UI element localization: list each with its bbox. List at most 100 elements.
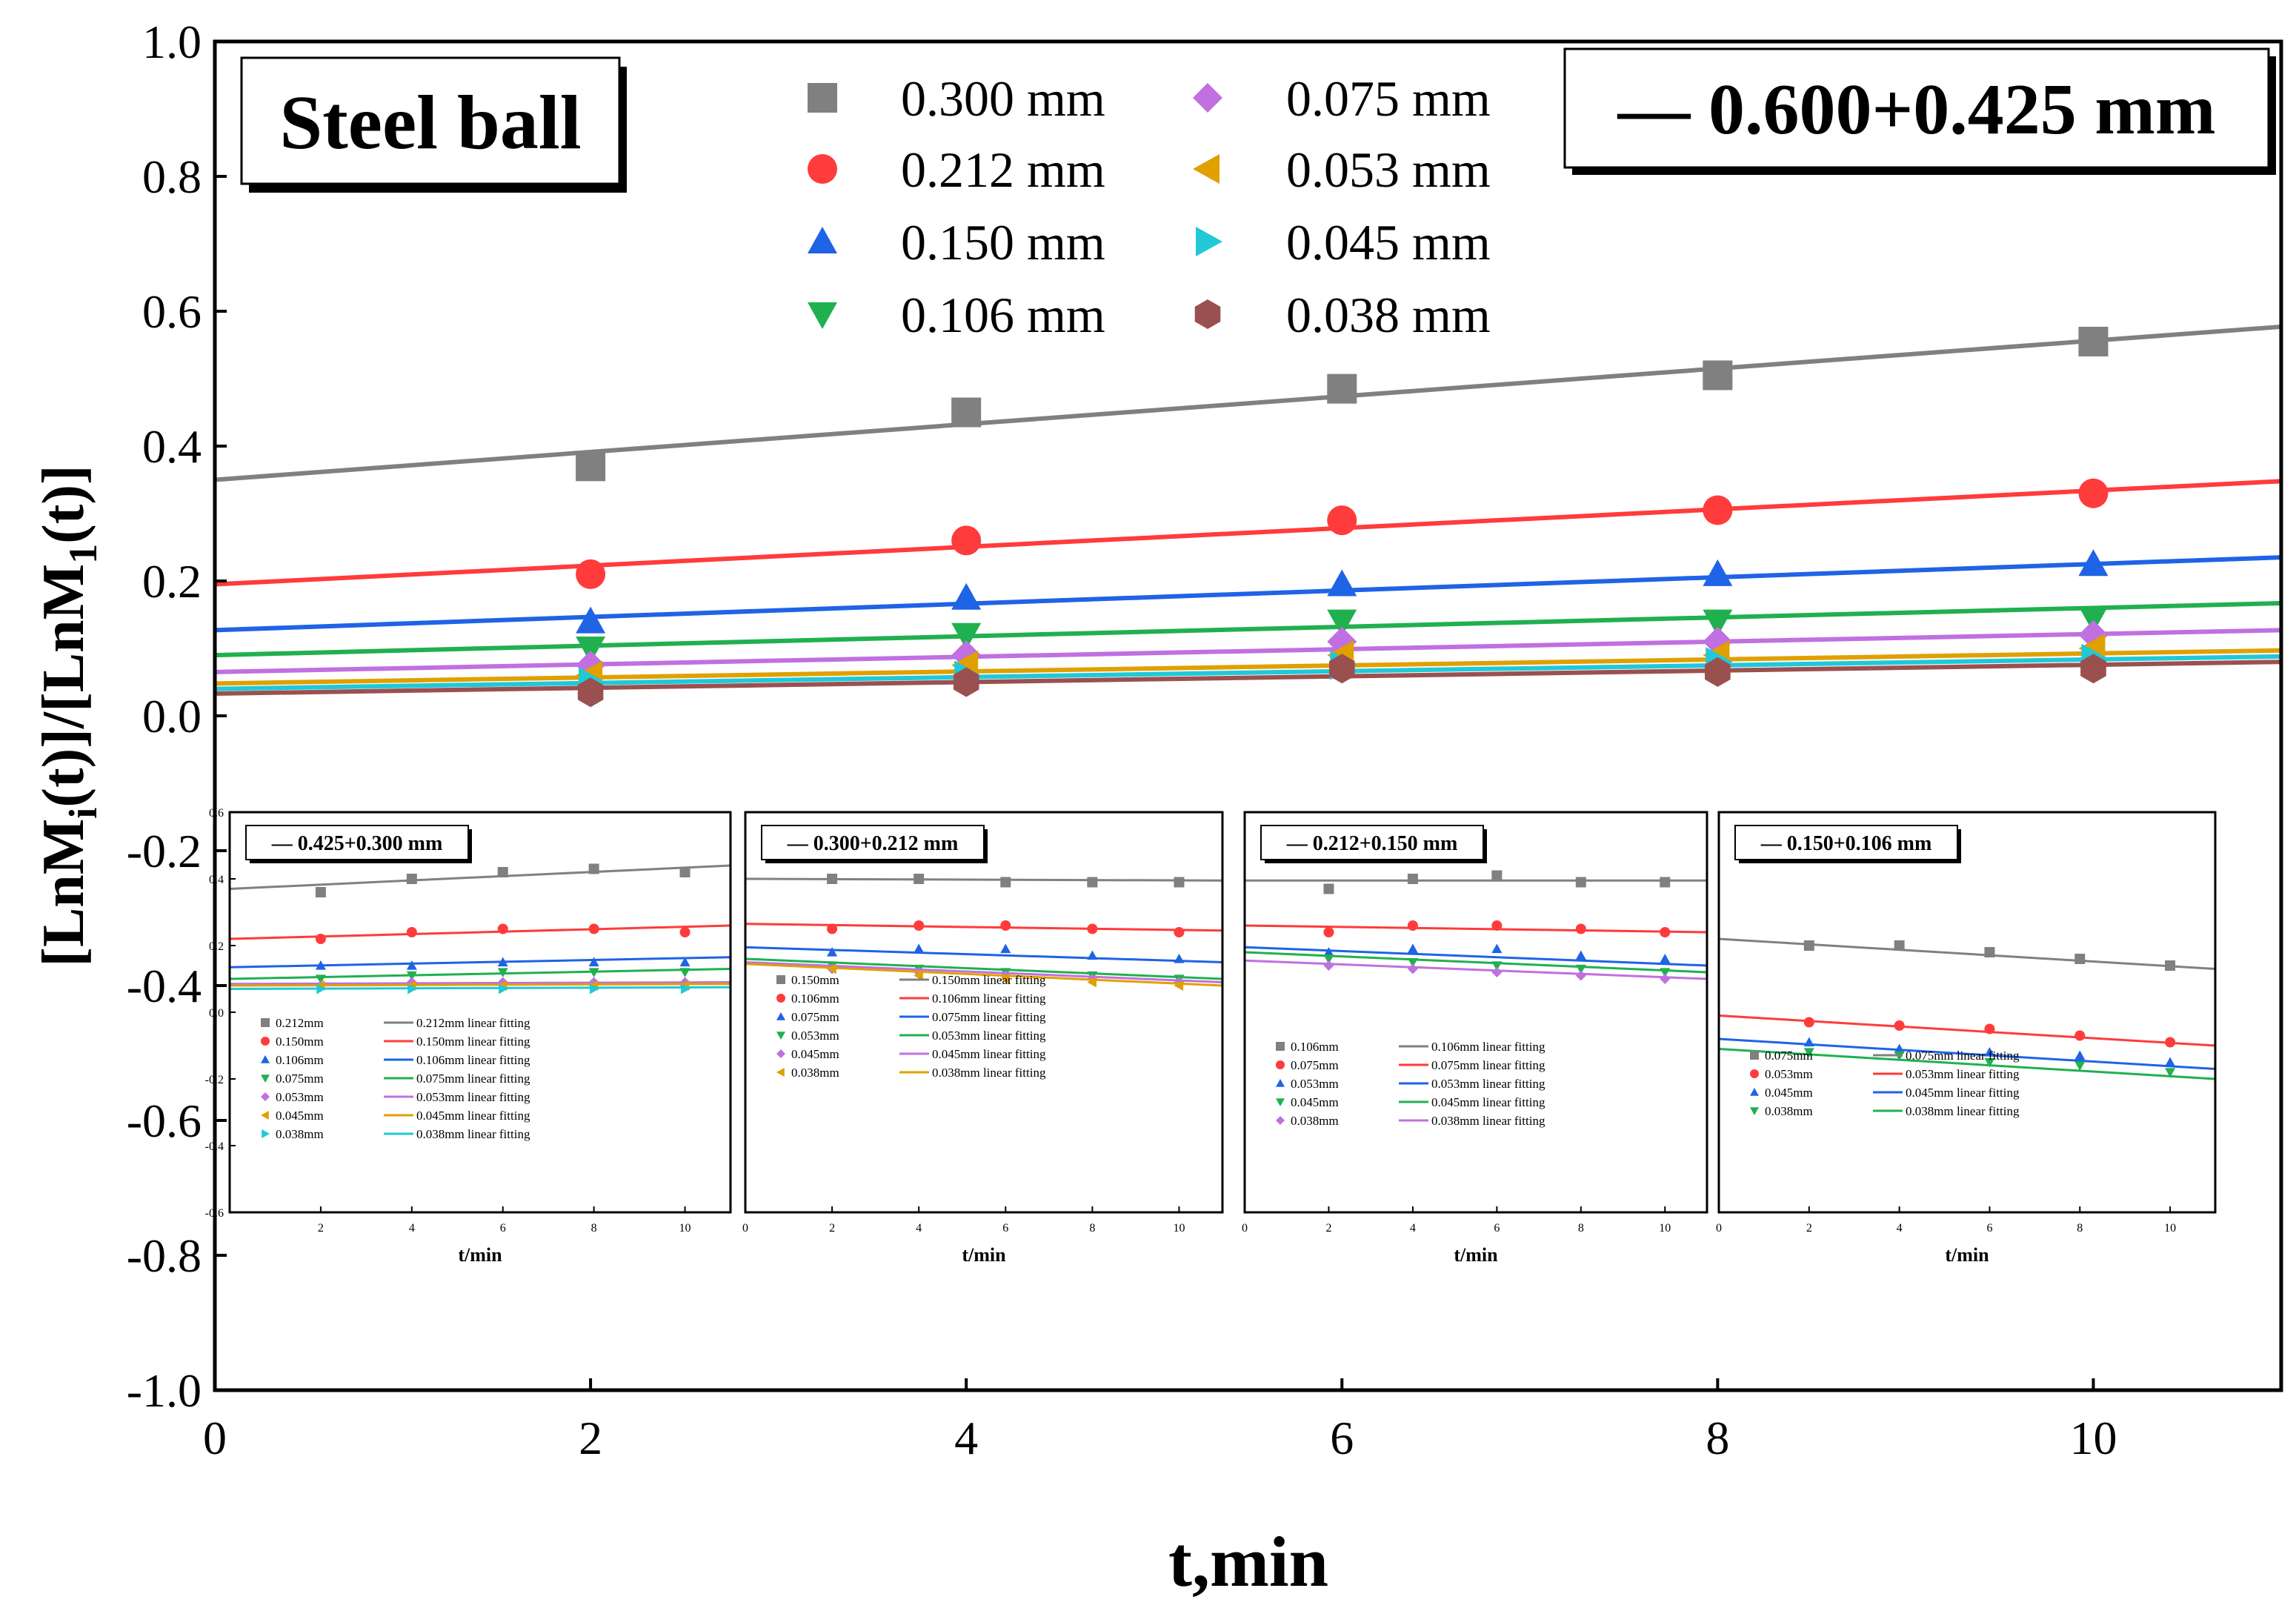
data-point-0150	[2078, 549, 2109, 577]
data-point-0106	[1327, 609, 1357, 637]
fit-line-0053	[214, 648, 2282, 686]
inset-label-box	[761, 825, 985, 860]
inset-data-point	[588, 957, 599, 967]
inset-data-point	[1491, 920, 1503, 931]
inset-legend-label: 0.106mm	[1291, 1040, 1339, 1054]
inset-x-tick-label: 0	[1716, 1222, 1722, 1235]
inset-chart: 0 2 4 6 8 10 t/min — 0.300+0.212 mm 0.150mm 0.150…	[742, 811, 1224, 1266]
y-tick-label: -1.0	[127, 1364, 202, 1417]
inset-legend-marker	[261, 1055, 270, 1063]
inset-data-point	[1803, 1037, 1814, 1047]
inset-x-tick-label: 4	[1410, 1222, 1416, 1235]
data-point-0038	[577, 677, 604, 708]
material-label-box: Steel ball	[240, 56, 627, 193]
inset-x-tick-label: 10	[1659, 1222, 1671, 1235]
inset-data-point	[406, 874, 417, 884]
inset-data-point	[914, 920, 925, 931]
y-axis-label-subscript-i: i	[61, 808, 105, 819]
inset-fit-line	[229, 983, 731, 987]
inset-data-point	[2074, 1050, 2086, 1060]
inset-data-point	[1660, 954, 1671, 963]
inset-frame	[1243, 811, 1708, 1214]
inset-data-point	[914, 874, 925, 884]
inset-legend-marker	[776, 1049, 785, 1058]
inset-data-point	[1087, 977, 1097, 988]
inset-size-fraction-label: — 0.212+0.150 mm	[1286, 832, 1458, 855]
inset-data-point	[679, 968, 691, 977]
inset-fit-line	[745, 923, 1223, 932]
data-point-0038	[953, 667, 979, 697]
inset-legend-marker	[776, 975, 785, 984]
legend-marker	[1194, 299, 1221, 329]
inset-legend-fit-label: 0.212mm linear fitting	[416, 1016, 530, 1030]
x-axis-label: t,min	[1168, 1522, 1328, 1601]
inset-legend-fit-label: 0.038mm linear fitting	[932, 1066, 1046, 1080]
inset-x-axis-label: t/min	[962, 1244, 1006, 1266]
y-tick-label: 0.4	[142, 420, 202, 473]
inset-chart: 0 2 4 6 8 10 t/min — 0.150+0.106 mm 0.075mm 0.075…	[1716, 811, 2217, 1266]
fit-line-0045	[214, 654, 2282, 691]
legend-marker	[808, 154, 837, 184]
inset-data-point	[1660, 877, 1671, 888]
fit-line-0300	[214, 324, 2282, 482]
inset-data-point	[2165, 960, 2176, 971]
inset-data-point	[1803, 1048, 1814, 1057]
inset-data-point	[2074, 1030, 2086, 1041]
inset-data-point	[588, 923, 599, 934]
inset-legend-label: 0.038mm	[1291, 1114, 1339, 1128]
inset-data-point	[914, 970, 923, 981]
inset-legend-label: 0.212mm	[276, 1016, 324, 1030]
inset-legend-marker	[261, 1092, 270, 1101]
inset-x-tick-label: 2	[829, 1222, 835, 1235]
inset-data-point	[1894, 940, 1905, 951]
main-x-axis: 0 2 4 6 8 10	[203, 1378, 2117, 1464]
data-point-0150	[1703, 559, 1733, 586]
legend-label: 0.053 mm	[1286, 142, 1491, 198]
inset-data-point	[2165, 1057, 2176, 1067]
inset-y-tick-label: -0.6	[205, 1207, 224, 1220]
x-tick-label: 4	[954, 1412, 978, 1464]
inset-data-point	[827, 874, 838, 884]
inset-legend-marker	[262, 1129, 270, 1138]
inset-fit-line	[229, 986, 731, 990]
inset-size-fraction-label: — 0.150+0.106 mm	[1760, 832, 1932, 855]
inset-legend-fit-label: 0.053mm linear fitting	[416, 1090, 530, 1104]
inset-legend-fit-label: 0.106mm linear fitting	[932, 991, 1046, 1006]
inset-x-tick-label: 8	[2077, 1222, 2083, 1235]
inset-data-point	[1174, 927, 1185, 937]
inset-legend-marker	[1750, 1069, 1759, 1078]
inset-legend-fit-label: 0.053mm linear fitting	[932, 1029, 1046, 1043]
y-tick-label: -0.6	[127, 1095, 202, 1147]
main-y-axis: -1.0-0.8-0.6-0.4-0.20.00.20.40.60.81.0	[127, 16, 227, 1417]
inset-fit-line	[745, 877, 1223, 882]
inset-legend-marker	[261, 1111, 269, 1120]
inset-fit-line	[1244, 946, 1708, 967]
inset-legend-label: 0.045mm	[276, 1109, 324, 1123]
inset-data-point	[497, 867, 508, 877]
inset-data-point	[1660, 968, 1671, 977]
inset-legend-label: 0.106mm	[276, 1053, 324, 1067]
inset-x-tick-label: 8	[1089, 1222, 1095, 1235]
data-point-0150	[576, 606, 606, 634]
inset-data-point	[1407, 943, 1418, 954]
inset-x-tick-label: 4	[1897, 1222, 1903, 1235]
inset-data-point	[316, 983, 326, 994]
main-plot: 0 2 4 6 8 10 -1.0-0.8-0.6-0.4-0.20.00.20.40.6…	[31, 16, 2283, 1601]
inset-fit-line	[1718, 1048, 2216, 1080]
inset-legend-label: 0.150mm	[791, 973, 839, 987]
inset-y-tick-label: -0.4	[205, 1140, 224, 1153]
inset-data-point	[1491, 943, 1503, 954]
inset-chart: 0 2 4 6 8 10 t/min — 0.212+0.150 mm 0.106mm 0.106…	[1242, 811, 1708, 1266]
legend-label: 0.106 mm	[901, 287, 1105, 343]
y-tick-label: -0.2	[127, 825, 202, 877]
inset-chart: 2 4 6 8 10 -0.6 -0.4 -0.2 0.0 0.2 0.4 0.6 t/min — 0.4…	[205, 807, 732, 1266]
inset-legend-label: 0.038mm	[1765, 1104, 1813, 1118]
inset-data-point	[1174, 877, 1185, 888]
inset-legend-fit-label: 0.045mm linear fitting	[1906, 1086, 2020, 1100]
inset-x-tick-label: 2	[1325, 1222, 1331, 1235]
inset-legend-label: 0.038mm	[276, 1127, 324, 1141]
inset-legend-label: 0.053mm	[1765, 1067, 1813, 1081]
inset-data-point	[1803, 940, 1814, 951]
y-tick-label: 0.2	[142, 555, 202, 608]
inset-y-tick-label: 0.4	[209, 874, 224, 886]
